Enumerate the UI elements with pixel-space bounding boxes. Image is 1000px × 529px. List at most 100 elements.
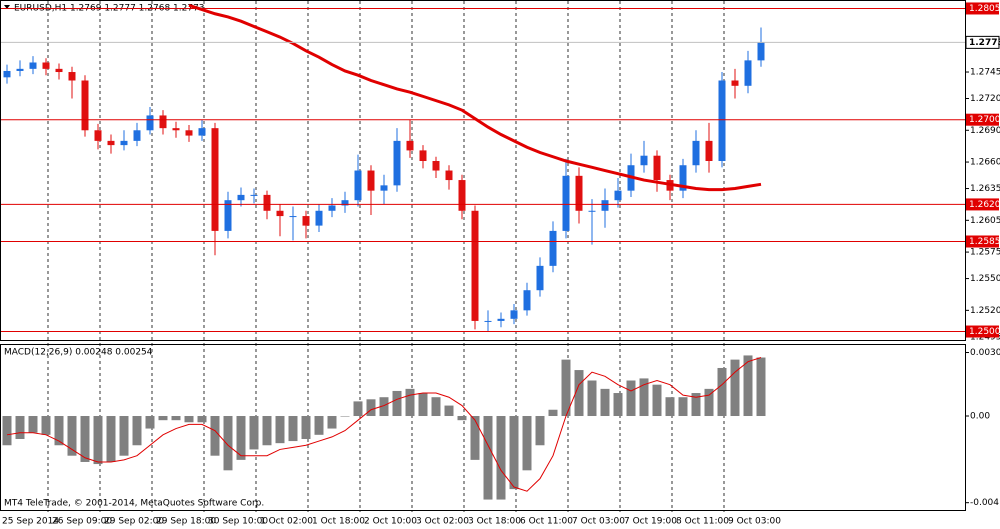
y-tick-label: 1.2550 (970, 274, 1000, 284)
macd-bar (496, 416, 506, 500)
macd-bar (743, 355, 753, 417)
macd-bar (340, 416, 350, 417)
y-tick-label: 1.2605 (970, 216, 1000, 226)
macd-bar (418, 393, 428, 417)
candle-body (42, 62, 50, 69)
level-tag (966, 235, 999, 248)
candle-body (94, 130, 102, 141)
macd-bar (15, 416, 25, 439)
macd-bar (444, 405, 454, 417)
level-tag (966, 113, 999, 126)
macd-bar (67, 416, 77, 456)
macd-bar (613, 393, 623, 417)
candle-body (328, 205, 336, 211)
macd-bar (483, 416, 493, 500)
candle-body (224, 200, 232, 231)
macd-bar (730, 359, 740, 417)
candle-body (198, 128, 206, 136)
macd-bar (301, 416, 311, 439)
macd-bar (275, 416, 285, 444)
main-panel (0, 0, 966, 341)
candle-body (692, 140, 700, 166)
macd-bar (80, 416, 90, 462)
y-tick-label: 1.2520 (970, 306, 1000, 316)
candle-body (354, 170, 362, 201)
macd-bar (41, 416, 51, 435)
candle-body (575, 175, 583, 211)
candle-body (757, 42, 765, 61)
candle-body (341, 200, 349, 206)
level-label: 1.2620 (969, 200, 1000, 210)
level-tag (966, 198, 999, 211)
macd-bar (223, 416, 233, 471)
macd-bar (431, 397, 441, 417)
candle-body (549, 230, 557, 266)
macd-bar (392, 390, 402, 417)
x-tick-label: 8 Oct 11:00 (676, 517, 729, 527)
macd-bar (106, 416, 116, 462)
level-label: 1.2805 (969, 4, 1000, 14)
macd-bar (236, 416, 246, 460)
candle-body (120, 140, 128, 146)
last-price-tag (965, 35, 1000, 49)
candle-body (315, 210, 323, 226)
candle-body (510, 310, 518, 319)
y-tick-label: 1.2690 (970, 126, 1000, 136)
menu-marker (4, 5, 10, 9)
candle-body (276, 210, 284, 217)
x-tick-label: 7 Oct 03:00 (572, 517, 625, 527)
candle-body (380, 185, 388, 191)
macd-bar (678, 397, 688, 417)
candle-body (562, 175, 570, 231)
candle-body (536, 265, 544, 291)
candle-body (55, 68, 63, 73)
candle-body (653, 155, 661, 181)
x-tick-label: 9 Oct 03:00 (728, 517, 781, 527)
macd-bar (535, 416, 545, 446)
macd-bar (379, 397, 389, 417)
macd-bar (704, 388, 714, 417)
macd-bar (210, 416, 220, 456)
candle-body (497, 318, 505, 321)
macd-bar (587, 380, 597, 417)
x-tick-label: 26 Sep 09:00 (52, 517, 112, 527)
level-label: 1.2500 (969, 327, 1000, 337)
candle-body (107, 140, 115, 146)
candle-body (159, 115, 167, 129)
macd-bar (522, 416, 532, 471)
candle-body (718, 80, 726, 161)
candle-body (744, 60, 752, 86)
candle-body (679, 165, 687, 191)
candle-body (263, 194, 271, 211)
x-tick-label: 30 Sep 10:00 (208, 517, 268, 527)
macd-bar (28, 416, 38, 433)
macd-bar (288, 416, 298, 442)
candle-body (588, 210, 596, 212)
signal-line (6, 357, 762, 492)
candle-body (237, 194, 245, 201)
macd-bar (600, 388, 610, 417)
last-price-label: 1.2773 (969, 38, 1000, 48)
macd-bar (756, 357, 766, 417)
y-tick-label: 0.00304 (970, 348, 1000, 358)
candle-body (68, 72, 76, 81)
candle-body (133, 130, 141, 141)
candle-body (250, 194, 258, 196)
candle-body (419, 150, 427, 161)
y-tick-label: 1.2660 (970, 158, 1000, 168)
macd-bar (509, 416, 519, 490)
candle-body (406, 140, 414, 151)
candle-body (640, 155, 648, 166)
macd-bar (171, 416, 181, 421)
candle-body (445, 170, 453, 181)
candle-body (302, 216, 310, 226)
candle-body (185, 130, 193, 136)
candle-body (211, 128, 219, 231)
y-tick-label: -0.00415 (970, 498, 1000, 508)
candle-body (172, 128, 180, 131)
candle-body (3, 70, 11, 78)
macd-bar (2, 416, 12, 446)
macd-bar (93, 416, 103, 465)
macd-bar (626, 380, 636, 417)
